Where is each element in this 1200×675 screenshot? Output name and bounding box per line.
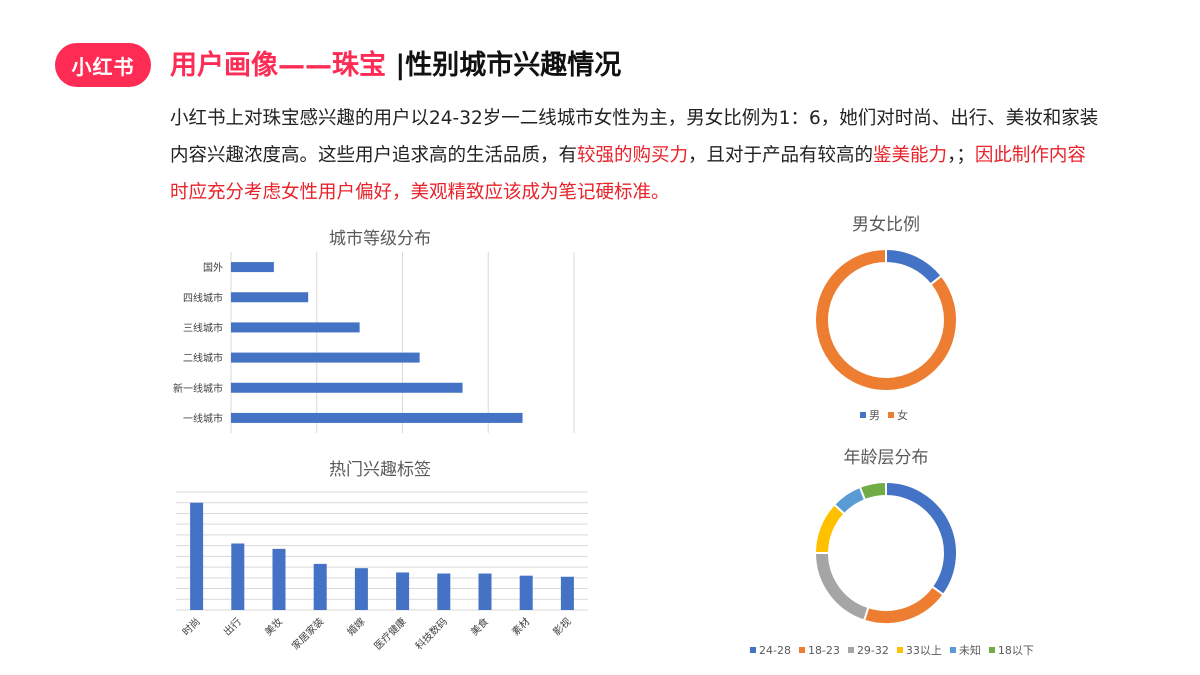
gender-donut-chart: [814, 247, 958, 392]
city-tick-label: 国外: [203, 262, 223, 274]
description-paragraph: 小红书上对珠宝感兴趣的用户以24-32岁一二线城市女性为主，男女比例为1：6，她…: [170, 100, 1100, 211]
page-title: 用户画像——珠宝 |性别城市兴趣情况: [170, 46, 621, 86]
legend-item: 33以上: [896, 642, 942, 658]
legend-swatch: [896, 647, 903, 653]
age-legend: 24-28 18-23 29-32 33以上 未知 18以下: [750, 642, 1034, 658]
city-bar: [231, 322, 360, 333]
legend-swatch: [949, 647, 956, 653]
city-tick-label: 三线城市: [183, 321, 223, 334]
interest-bar: [272, 548, 286, 610]
donut-slice: [858, 480, 887, 502]
interest-tick-label: 美食: [468, 615, 491, 638]
age-donut-chart: [813, 480, 958, 625]
legend-item: 24-28: [750, 644, 791, 657]
desc-text-3: ，；: [947, 145, 975, 166]
donut-slice: [814, 247, 958, 392]
legend-label: 33以上: [905, 644, 942, 657]
brand-logo: 小红书: [55, 43, 151, 87]
city-bar: [231, 352, 420, 363]
desc-text-2: ，且对于产品有较高的: [688, 145, 874, 166]
legend-label: 24-28: [759, 643, 791, 657]
interest-tick-label: 时尚: [179, 615, 202, 638]
interest-tick-label: 影视: [550, 615, 573, 638]
interest-bar: [190, 502, 204, 610]
donut-slice: [885, 480, 958, 597]
legend-label: 女: [897, 409, 908, 422]
interest-bar: [231, 543, 245, 610]
legend-swatch: [798, 647, 805, 653]
city-chart-title: 城市等级分布: [329, 229, 431, 249]
title-main: 用户画像——珠宝: [170, 50, 386, 81]
city-bar: [231, 412, 523, 423]
donut-slice: [813, 502, 846, 554]
gender-chart-title: 男女比例: [852, 215, 920, 235]
legend-item: 女: [888, 407, 908, 423]
age-chart-title: 年龄层分布: [843, 448, 929, 468]
interest-tick-label: 婚嫁: [344, 615, 367, 638]
desc-text-1: 小红书上对珠宝感兴趣的用户以24-32岁一二线城市女性为主，男女比例为1：6，她…: [170, 108, 1099, 166]
donut-slice: [813, 552, 870, 622]
legend-item: 29-32: [847, 643, 889, 657]
legend-label: 18以下: [997, 644, 1034, 657]
legend-swatch: [988, 647, 995, 653]
interest-tags-bar-chart: 时尚 出行 美妆 家居家装 婚嫁 医疗健康 科技数码 美食 素材 影视: [176, 491, 588, 652]
legend-swatch: [750, 647, 756, 653]
interest-tick-label: 家居家装: [289, 615, 326, 652]
desc-highlight-conclusion: 因此制作内容时应充分考虑女性用户偏好，美观精致应该成为笔记硬标准。: [170, 145, 1086, 203]
interest-bar: [354, 568, 368, 610]
interest-tick-label: 医疗健康: [371, 615, 408, 652]
interest-tick-label: 出行: [221, 615, 244, 638]
city-bar: [231, 262, 274, 273]
interest-bar: [396, 572, 410, 610]
city-tick-label: 二线城市: [183, 352, 223, 365]
interest-bar: [519, 575, 533, 610]
legend-swatch: [847, 647, 854, 653]
city-tick-label: 新一线城市: [173, 382, 223, 395]
interest-tick-label: 美妆: [262, 615, 285, 638]
interest-tick-label: 素材: [509, 615, 532, 638]
interest-bar: [313, 563, 327, 610]
city-tick-label: 四线城市: [183, 291, 223, 304]
legend-swatch: [860, 412, 866, 418]
legend-item: 18以下: [988, 642, 1034, 658]
desc-highlight-purchasing: 较强的购买力: [577, 145, 689, 166]
interest-bar: [560, 576, 574, 610]
legend-label: 未知: [958, 644, 981, 657]
city-bar: [231, 292, 309, 303]
title-sub: |性别城市兴趣情况: [386, 50, 622, 81]
donut-slice: [885, 247, 943, 286]
donut-slice: [862, 585, 945, 625]
gender-legend: 男女: [860, 407, 908, 423]
legend-item: 未知: [949, 642, 981, 658]
city-tick-label: 一线城市: [183, 412, 223, 425]
legend-swatch: [888, 412, 894, 418]
interest-bar: [437, 573, 451, 610]
city-bar: [231, 382, 463, 393]
legend-label: 18-23: [807, 643, 840, 657]
legend-item: 男: [860, 407, 880, 423]
legend-label: 29-32: [856, 643, 889, 657]
interest-tick-label: 科技数码: [412, 615, 449, 652]
legend-label: 男: [869, 409, 880, 422]
interest-chart-title: 热门兴趣标签: [329, 460, 431, 480]
legend-item: 18-23: [798, 643, 840, 657]
interest-bar: [478, 573, 492, 610]
desc-highlight-aesthetic: 鉴美能力: [873, 145, 948, 166]
logo-text: 小红书: [71, 54, 135, 79]
